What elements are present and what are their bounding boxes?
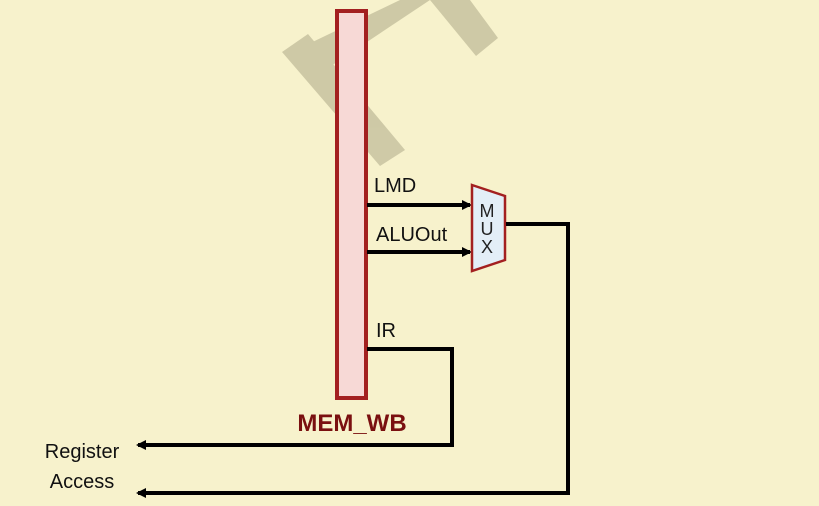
watermark-stroke-right (430, 0, 498, 56)
watermark (282, 0, 498, 166)
ir-label: IR (376, 320, 396, 342)
destination-line2: Access (50, 471, 114, 493)
mux-letter-u: U (481, 219, 494, 239)
mux-output-wire (136, 222, 570, 498)
destination-line1: Register (45, 441, 120, 463)
mux-block (470, 183, 507, 273)
mux-letter-m: M (480, 201, 495, 221)
mem-wb-register (335, 9, 368, 400)
aluout-label: ALUOut (376, 224, 448, 246)
ir-wire (136, 347, 454, 450)
lmd-label: LMD (374, 175, 416, 197)
mux-letter-x: X (481, 237, 493, 257)
register-title: MEM_WB (297, 410, 406, 437)
